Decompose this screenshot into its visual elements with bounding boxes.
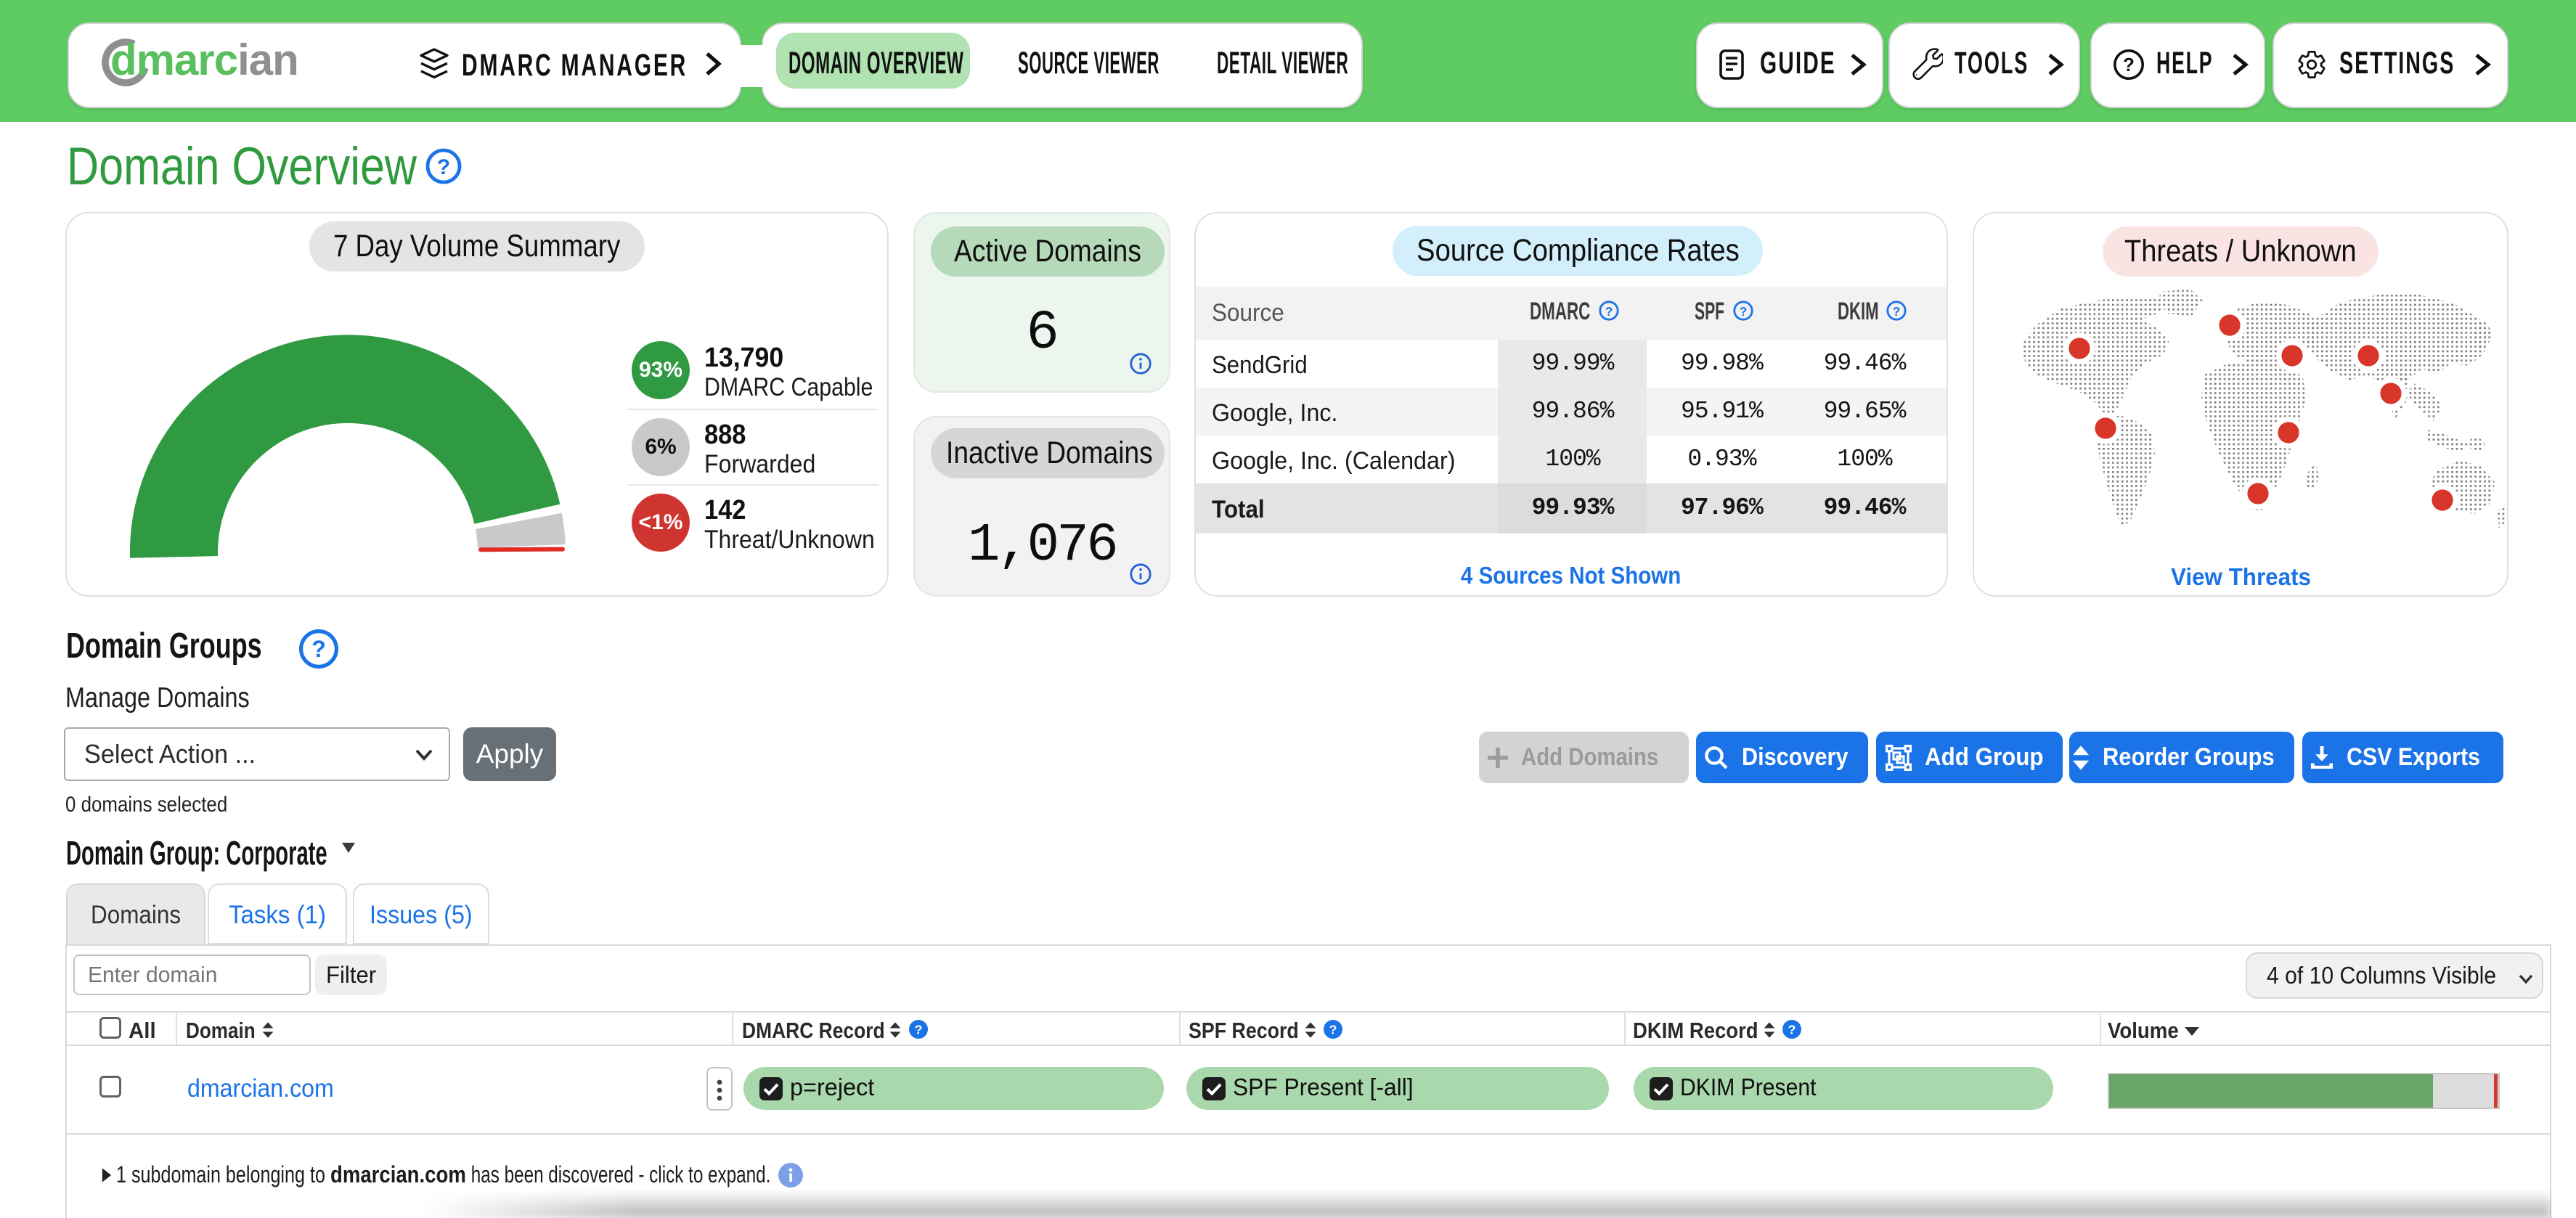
svg-text:?: ? bbox=[1740, 304, 1748, 319]
svg-text:dmarcian: dmarcian bbox=[110, 36, 298, 84]
svg-text:?: ? bbox=[1329, 1023, 1337, 1037]
svg-text:?: ? bbox=[1788, 1023, 1796, 1037]
svg-text:?: ? bbox=[915, 1023, 923, 1037]
svg-text:?: ? bbox=[437, 155, 450, 179]
svg-text:?: ? bbox=[1605, 304, 1613, 319]
svg-text:?: ? bbox=[311, 636, 326, 662]
svg-text:?: ? bbox=[2123, 54, 2135, 75]
svg-text:?: ? bbox=[1893, 304, 1901, 319]
